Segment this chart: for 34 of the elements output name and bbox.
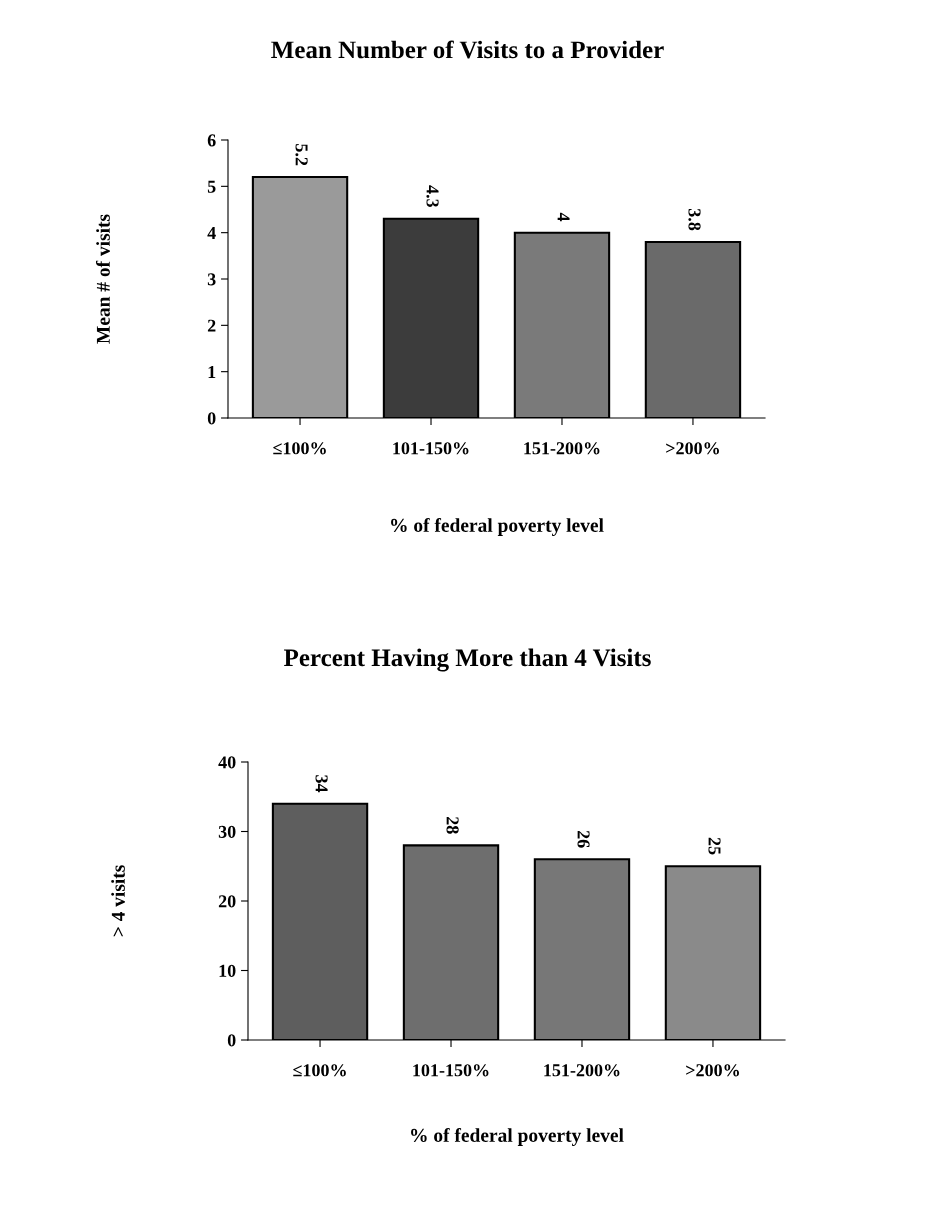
y-tick-label: 30 bbox=[218, 825, 236, 838]
x-tick-label: >200% bbox=[666, 442, 719, 455]
y-tick-label: 0 bbox=[227, 1034, 236, 1047]
data-label: 25 bbox=[708, 837, 721, 855]
y-tick-label: 20 bbox=[218, 895, 236, 908]
data-label: 26 bbox=[577, 830, 590, 848]
x-axis-title: % of federal poverty level bbox=[411, 1128, 624, 1146]
x-tick-label: 151-200% bbox=[524, 442, 600, 455]
data-label: 5.2 bbox=[295, 144, 308, 166]
y-tick-label: 40 bbox=[218, 756, 236, 769]
y-tick-label: 10 bbox=[219, 964, 236, 977]
x-tick-label: >200% bbox=[686, 1064, 739, 1077]
x-tick-label: 101-150% bbox=[393, 442, 469, 455]
chart-title: Percent Having More than 4 Visits bbox=[284, 648, 651, 672]
x-tick-label: ≤100% bbox=[273, 442, 326, 455]
y-axis-title: > 4 visits bbox=[111, 865, 125, 937]
x-tick-label: 101-150% bbox=[413, 1064, 489, 1077]
chart-title: Mean Number of Visits to a Provider bbox=[271, 40, 664, 59]
data-label: 4.3 bbox=[426, 185, 439, 208]
y-tick-label: 0 bbox=[207, 412, 216, 425]
data-label: 3.8 bbox=[688, 208, 701, 231]
y-axis-title: Mean # of visits bbox=[95, 214, 110, 344]
data-label: 4 bbox=[557, 212, 570, 222]
x-tick-label: 151-200% bbox=[544, 1064, 620, 1077]
x-tick-label: ≤100% bbox=[293, 1064, 346, 1077]
data-label: 28 bbox=[446, 816, 459, 834]
y-tick-label: 1 bbox=[208, 366, 216, 378]
y-tick-label: 4 bbox=[207, 227, 216, 239]
x-axis-title: % of federal poverty level bbox=[391, 518, 604, 536]
y-tick-label: 2 bbox=[207, 319, 216, 332]
y-tick-label: 5 bbox=[207, 180, 216, 193]
y-tick-label: 6 bbox=[207, 134, 216, 147]
data-label: 34 bbox=[315, 775, 328, 793]
y-tick-label: 3 bbox=[207, 273, 216, 286]
